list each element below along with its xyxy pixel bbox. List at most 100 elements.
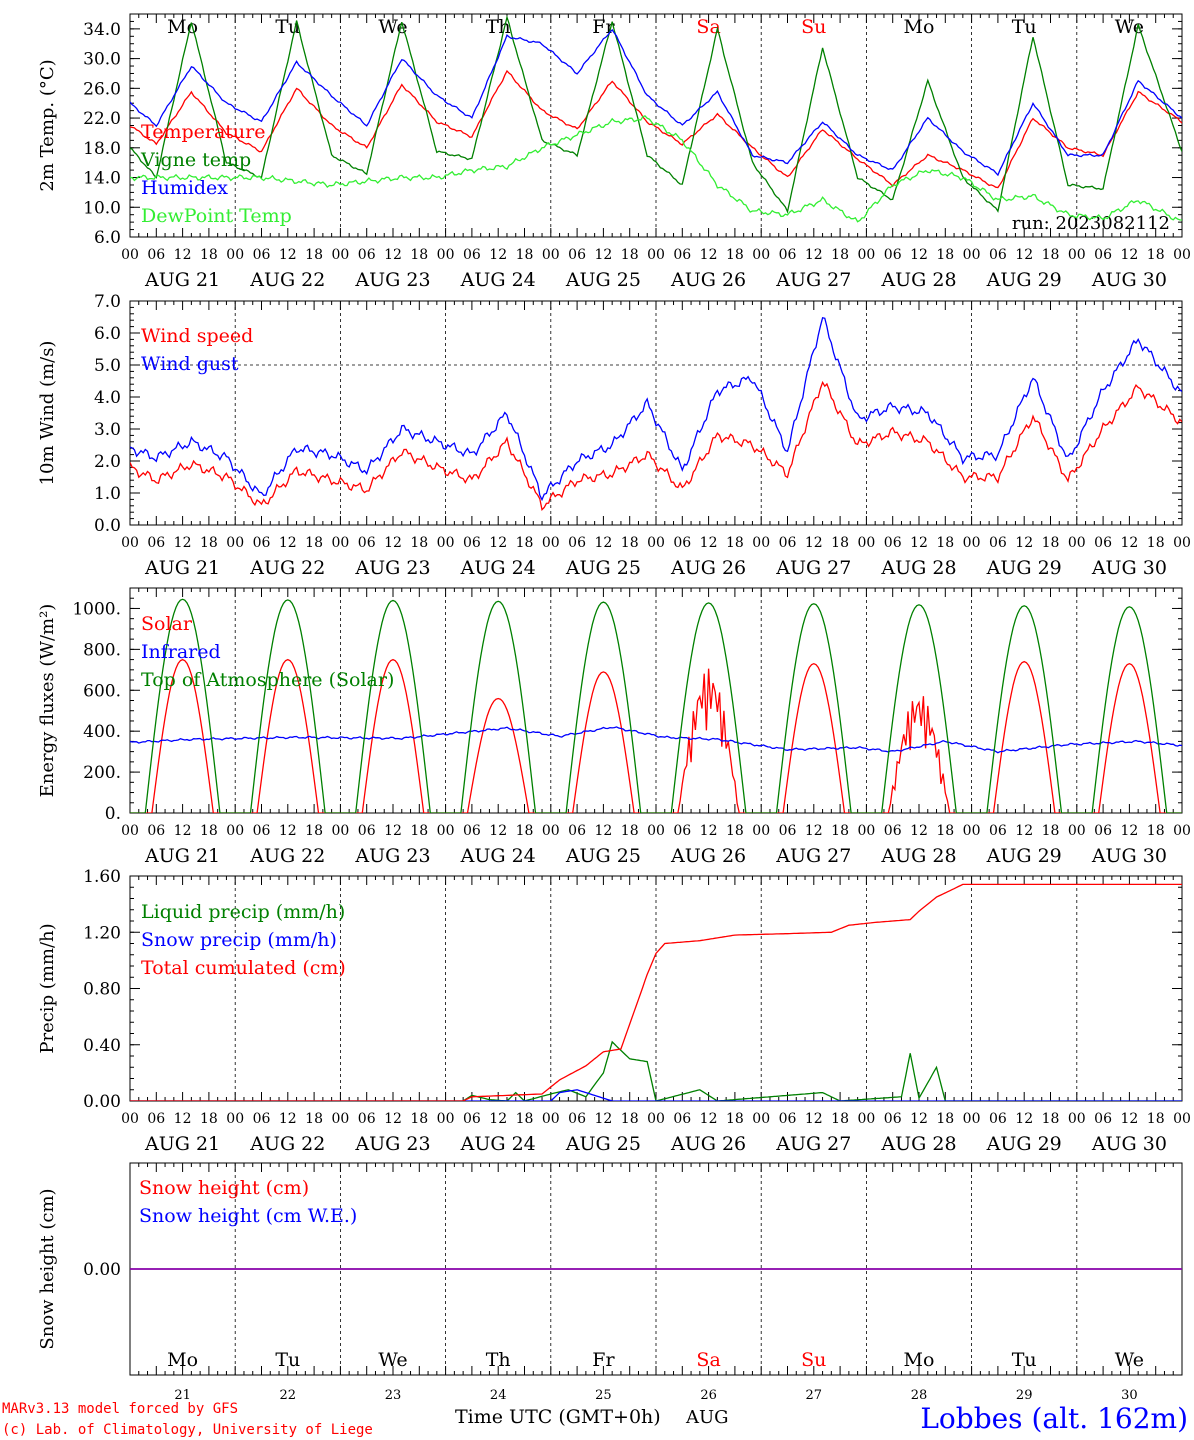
energy-hour-label: 06 (463, 823, 481, 839)
precip-y-tick-label: 1.20 (83, 923, 121, 943)
temp-weekday-label: Su (801, 16, 826, 38)
energy-hour-label: 18 (305, 823, 323, 839)
wind-frame (129, 300, 1183, 526)
energy-date-label: AUG 24 (460, 845, 536, 867)
temp-y-tick-label: 14.0 (83, 169, 121, 189)
wind-hour-label: 00 (752, 535, 770, 551)
energy-hour-label: 18 (831, 823, 849, 839)
precip-date-label: AUG 23 (354, 1133, 430, 1155)
precip-hour-label: 12 (489, 1111, 507, 1127)
temp-y-tick-label: 26.0 (83, 79, 121, 99)
precip-y-tick-label: 0.00 (83, 1092, 121, 1112)
precip-hour-label: 18 (516, 1111, 534, 1127)
temp-hour-label: 18 (1042, 247, 1060, 263)
energy-hour-label: 00 (331, 823, 349, 839)
energy-hour-label: 06 (147, 823, 165, 839)
energy-hour-label: 18 (516, 823, 534, 839)
energy-hour-label: 00 (542, 823, 560, 839)
temp-y-tick-label: 34.0 (83, 20, 121, 40)
precip-hour-label: 12 (805, 1111, 823, 1127)
wind-hour-label: 12 (1120, 535, 1138, 551)
energy-series-line (130, 598, 1182, 813)
energy-hour-label: 12 (910, 823, 928, 839)
temp-hour-label: 00 (1068, 247, 1086, 263)
wind-hour-label: 06 (253, 535, 271, 551)
precip-hour-label: 06 (147, 1111, 165, 1127)
wind-hour-label: 00 (437, 535, 455, 551)
energy-y-tick-label: 800. (83, 640, 121, 660)
wind-hour-label: 18 (516, 535, 534, 551)
wind-hour-label: 06 (989, 535, 1007, 551)
wind-hour-label: 06 (884, 535, 902, 551)
precip-hour-label: 00 (647, 1111, 665, 1127)
energy-date-label: AUG 25 (565, 845, 641, 867)
precip-hour-label: 18 (621, 1111, 639, 1127)
temp-weekday-label: Tu (275, 16, 300, 38)
precip-hour-label: 00 (1068, 1111, 1086, 1127)
day-number-label: 24 (490, 1388, 507, 1403)
day-number-label: 27 (806, 1388, 823, 1403)
energy-hour-label: 00 (963, 823, 981, 839)
temp-hour-label: 06 (1094, 247, 1112, 263)
energy-hour-label: 00 (437, 823, 455, 839)
snow-weekday-label: Tu (1012, 1349, 1037, 1371)
lab-credit: (c) Lab. of Climatology, University of L… (2, 1422, 373, 1438)
energy-date-label: AUG 27 (775, 845, 851, 867)
temp-date-label: AUG 29 (986, 269, 1062, 291)
precip-hour-label: 12 (594, 1111, 612, 1127)
energy-hour-label: 12 (1015, 823, 1033, 839)
energy-hour-label: 00 (752, 823, 770, 839)
panel-precip: 0.00 0.40 0.80 1.20 1.60 Precip (mm/h) 00 06 12 1… (37, 867, 1191, 1155)
temp-frame (129, 13, 1183, 238)
energy-hour-label: 12 (384, 823, 402, 839)
temp-hour-label: 00 (857, 247, 875, 263)
wind-series-group (130, 317, 1182, 512)
precip-date-label: AUG 28 (880, 1133, 956, 1155)
model-credit: MARv3.13 model forced by GFS (2, 1401, 238, 1417)
temp-series-group (130, 14, 1182, 223)
run-label: run: 2023082112 (1012, 213, 1170, 234)
temp-hour-label: 00 (542, 247, 560, 263)
temp-legend-entry: DewPoint Temp (141, 205, 292, 227)
energy-hour-label: 18 (1147, 823, 1165, 839)
wind-hour-label: 06 (358, 535, 376, 551)
wind-date-label: AUG 26 (670, 557, 746, 579)
energy-hour-label: 06 (253, 823, 271, 839)
energy-hour-label: 12 (1120, 823, 1138, 839)
precip-date-label: AUG 30 (1091, 1133, 1167, 1155)
precip-hour-label: 00 (857, 1111, 875, 1127)
wind-series-line (130, 317, 1182, 502)
energy-hour-label: 00 (1173, 823, 1191, 839)
temp-hour-label: 06 (358, 247, 376, 263)
energy-y-tick-label: 200. (83, 763, 121, 783)
wind-y-tick-label: 0.0 (94, 516, 121, 536)
temp-hour-label: 06 (253, 247, 271, 263)
wind-hour-label: 00 (542, 535, 560, 551)
energy-date-label: AUG 30 (1091, 845, 1167, 867)
day-number-label: 25 (595, 1388, 612, 1403)
energy-hour-label: 12 (594, 823, 612, 839)
wind-hour-label: 12 (1015, 535, 1033, 551)
snow-legend-entry: Snow height (cm) (139, 1177, 309, 1199)
panel-snow: 0.00 Snow height (cm) Mo Tu We Th Fr Sa Su Mo Tu We… (37, 1162, 1183, 1403)
temp-series-line (130, 28, 1182, 177)
temp-legend-entry: Vigne temp (140, 149, 251, 171)
temp-hour-label: 12 (594, 247, 612, 263)
temp-date-label: AUG 23 (354, 269, 430, 291)
wind-hour-label: 06 (147, 535, 165, 551)
day-number-label: 21 (174, 1388, 191, 1403)
temp-hour-label: 00 (331, 247, 349, 263)
energy-hour-label: 12 (805, 823, 823, 839)
wind-hour-label: 18 (831, 535, 849, 551)
wind-hour-label: 12 (489, 535, 507, 551)
energy-hour-label: 06 (673, 823, 691, 839)
precip-hour-label: 00 (1173, 1111, 1191, 1127)
wind-hour-label: 12 (700, 535, 718, 551)
temp-hour-label: 00 (963, 247, 981, 263)
temp-legend-entry: Temperature (141, 121, 265, 143)
precip-hour-label: 06 (358, 1111, 376, 1127)
temp-date-label: AUG 30 (1091, 269, 1167, 291)
precip-hour-label: 06 (884, 1111, 902, 1127)
energy-hour-label: 12 (489, 823, 507, 839)
